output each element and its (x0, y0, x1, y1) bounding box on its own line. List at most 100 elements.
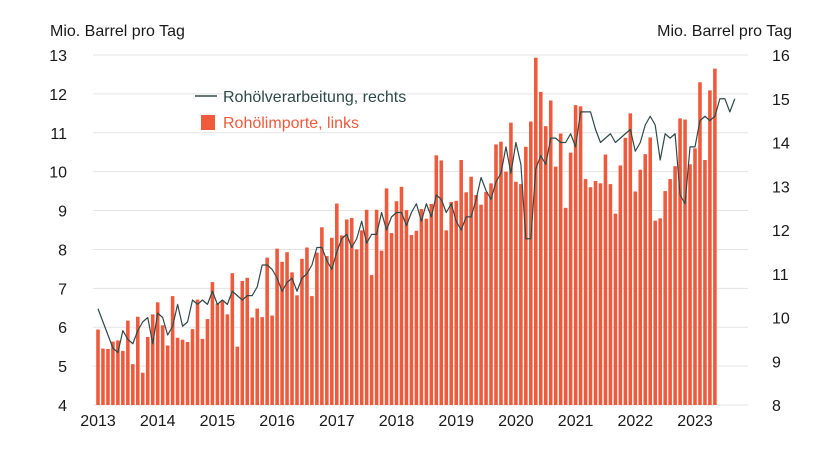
bar (708, 90, 712, 405)
bar (180, 339, 185, 405)
x-tick-label: 2020 (498, 413, 534, 430)
bar (170, 296, 175, 405)
bar (250, 317, 255, 405)
bar (106, 349, 110, 405)
bar (295, 295, 299, 405)
bar (300, 258, 304, 405)
bar (185, 342, 190, 405)
bar (305, 247, 309, 405)
y-left-tick-label: 9 (58, 204, 67, 221)
bar (240, 280, 245, 405)
x-tick-label: 2014 (140, 413, 176, 430)
x-tick-label: 2022 (618, 413, 654, 430)
bar (479, 204, 483, 405)
bar (588, 187, 593, 405)
y-left-tick-label: 4 (58, 398, 67, 415)
bar (459, 160, 463, 405)
bar (558, 133, 563, 405)
y-left-tick-label: 13 (49, 48, 67, 65)
bar (464, 192, 468, 405)
y-right-tick-label: 11 (772, 267, 789, 284)
bar (349, 217, 354, 405)
bar (638, 169, 643, 405)
bar (439, 160, 444, 405)
bar (668, 179, 672, 405)
bar (339, 235, 344, 405)
bar (315, 252, 319, 405)
bar (265, 257, 269, 405)
bar (683, 119, 687, 405)
bar (160, 325, 165, 405)
bar (489, 183, 493, 405)
line-series (97, 98, 736, 354)
bar (538, 91, 543, 405)
bar (553, 166, 558, 405)
x-tick-label: 2023 (677, 413, 713, 430)
bar (573, 105, 578, 406)
x-tick-label: 2021 (558, 413, 594, 430)
y-left-tick-label: 8 (58, 242, 67, 259)
bar (150, 314, 155, 405)
bar (210, 282, 215, 405)
bar (514, 181, 518, 405)
bar (698, 82, 702, 405)
bar (220, 300, 225, 405)
bar (225, 314, 230, 405)
bar (578, 106, 583, 405)
y-right-tick-label: 9 (772, 354, 781, 371)
bar (658, 218, 662, 405)
y-left-tick-label: 6 (58, 320, 67, 337)
bar (235, 346, 240, 405)
bar-series (96, 57, 717, 406)
bar (215, 303, 220, 405)
bar (509, 122, 513, 406)
legend-bar-swatch (201, 115, 215, 130)
bar (414, 230, 419, 405)
bar (136, 316, 140, 405)
bar (633, 191, 638, 405)
bar (310, 296, 314, 405)
legend-label-line: Rohölverarbeitung, rechts (223, 89, 406, 106)
bar (190, 329, 195, 405)
bar (499, 141, 503, 405)
y-left-tick-label: 7 (58, 281, 67, 298)
y-right-tick-label: 15 (772, 92, 790, 109)
bar (255, 308, 259, 405)
y-right-tick-label: 12 (772, 223, 790, 240)
bar (384, 188, 389, 405)
bar (409, 235, 414, 405)
bar (175, 337, 180, 405)
bar (165, 345, 170, 405)
bar (374, 209, 379, 405)
bar (424, 218, 429, 405)
bar (663, 191, 667, 405)
bar (394, 201, 399, 405)
bar (713, 68, 717, 406)
bar (568, 152, 573, 405)
x-tick-label: 2015 (200, 413, 236, 430)
bar (648, 137, 653, 405)
bar (618, 165, 623, 405)
bar (275, 248, 279, 405)
line-path (97, 98, 736, 354)
bar (504, 171, 508, 405)
bar (628, 113, 633, 405)
axes: Mio. Barrel pro Tag Mio. Barrel pro Tag … (49, 23, 792, 430)
y-left-tick-label: 5 (58, 359, 67, 376)
bar (364, 209, 369, 405)
y-axis-left-ticks: 4 5 6 7 8 9 10 11 12 13 (49, 48, 67, 415)
bar (344, 219, 349, 405)
bar (519, 184, 523, 405)
bar (548, 100, 553, 405)
y-left-tick-label: 12 (49, 87, 67, 104)
bar (330, 237, 334, 405)
bar (623, 137, 628, 405)
x-axis-ticks: 2013 2014 2015 2016 2017 2018 2019 2020 2021 2022… (80, 413, 713, 430)
bar (260, 317, 264, 405)
bar (583, 179, 588, 405)
bar (285, 252, 289, 405)
bar (325, 256, 329, 405)
bar (494, 144, 498, 405)
bar (155, 302, 160, 405)
